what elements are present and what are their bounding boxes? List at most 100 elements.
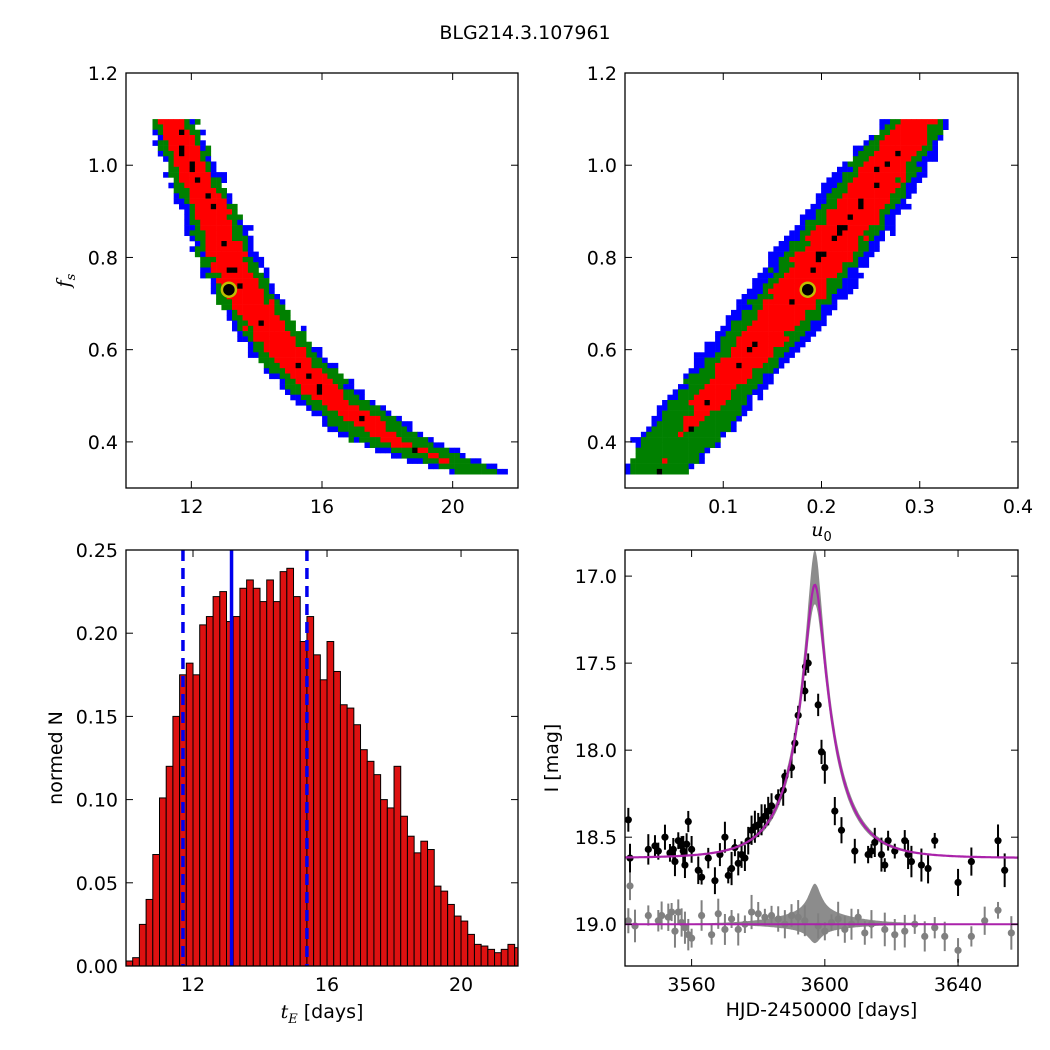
heatmap-cell [258, 320, 265, 327]
heatmap-cell [874, 230, 880, 236]
heatmap-cell [746, 400, 753, 406]
heatmap-cell [815, 325, 822, 332]
heatmap-cell [200, 198, 206, 205]
heatmap-cell [815, 288, 822, 295]
heatmap-cell [295, 394, 302, 401]
heatmap-cell [683, 458, 689, 464]
heatmap-cell [667, 421, 673, 427]
heatmap-cell [226, 246, 233, 252]
heatmap-cell [184, 230, 190, 236]
heatmap-cell [842, 246, 848, 252]
heatmap-cell [916, 177, 923, 183]
heatmap-cell [216, 262, 222, 268]
heatmap-cell [704, 362, 711, 369]
heatmap-cell [805, 251, 811, 258]
heatmap-cell [810, 235, 817, 242]
heatmap-cell [799, 299, 806, 305]
heatmap-cell [232, 235, 238, 242]
heatmap-cell [852, 161, 859, 168]
heatmap-cell [247, 304, 254, 311]
heatmap-cell [343, 378, 349, 385]
heatmap-cell [338, 373, 344, 380]
heatmap-cell [316, 410, 323, 417]
best-fit-marker [220, 281, 238, 298]
heatmap-cell [348, 437, 355, 443]
heatmap-cell [715, 368, 721, 374]
heatmap-cell [810, 203, 817, 210]
heatmap-cell [704, 405, 711, 411]
heatmap-cell [683, 410, 689, 417]
heatmap-cell [391, 437, 397, 443]
heatmap-cell [762, 373, 769, 380]
heatmap-cell [364, 426, 371, 433]
y-tick-label: 0.00 [76, 956, 118, 978]
residual-point [794, 913, 802, 921]
data-point [967, 857, 975, 866]
heatmap-cell [242, 230, 249, 236]
heatmap-cell [826, 203, 832, 210]
heatmap-cell [353, 437, 360, 443]
data-point [711, 877, 719, 885]
heatmap-cell [359, 431, 365, 438]
heatmap-cell [746, 352, 753, 358]
heatmap-cell [868, 161, 875, 168]
heatmap-cell [826, 214, 832, 221]
heatmap-cell [247, 315, 254, 321]
heatmap-cell [831, 283, 838, 289]
heatmap-cell [369, 442, 376, 448]
heatmap-cell [815, 209, 822, 215]
heatmap-cell [327, 373, 333, 380]
heatmap-cell [221, 246, 227, 252]
heatmap-cell [168, 140, 174, 146]
heatmap-cell [322, 415, 328, 422]
heatmap-cell [736, 331, 742, 337]
heatmap-cell [295, 352, 302, 358]
heatmap-cell [778, 320, 785, 327]
heatmap-cell [449, 447, 455, 454]
heatmap-cell [247, 325, 254, 332]
heatmap-cell [879, 140, 885, 146]
heatmap-cell [332, 421, 339, 427]
heatmap-cell [242, 235, 249, 242]
heatmap-cell [874, 209, 880, 215]
heatmap-cell [847, 203, 854, 210]
heatmap-cell [226, 315, 233, 321]
data-point [907, 857, 916, 866]
heatmap-cell [216, 177, 222, 183]
heatmap-cell [221, 225, 227, 231]
heatmap-cell [205, 235, 212, 242]
heatmap-cell [847, 267, 854, 274]
heatmap-cell [741, 405, 748, 411]
heatmap-cell [852, 262, 859, 268]
heatmap-cell [916, 161, 923, 168]
heatmap-cell [184, 172, 190, 178]
heatmap-cell [247, 352, 254, 358]
heatmap-cell [200, 209, 206, 215]
heatmap-cell [322, 378, 328, 385]
heatmap-cell [837, 225, 843, 231]
heatmap-cell [852, 267, 859, 274]
heatmap-cell [232, 203, 238, 210]
data-point [724, 871, 732, 880]
heatmap-cell [237, 278, 243, 284]
heatmap-cell [179, 172, 185, 178]
heatmap-cell [646, 426, 652, 433]
heatmap-cell [741, 309, 748, 316]
heatmap-cell [757, 309, 764, 316]
heatmap-cell [789, 336, 795, 342]
heatmap-cell [194, 140, 201, 146]
heatmap-cell [688, 458, 695, 464]
heatmap-cell [688, 442, 695, 448]
heatmap-cell [943, 119, 949, 125]
heatmap-cell [662, 400, 668, 406]
heatmap-cell [353, 394, 360, 401]
heatmap-cell [263, 294, 270, 300]
heatmap-cell [274, 368, 280, 374]
heatmap-cell [810, 278, 817, 284]
heatmap-cell [911, 188, 917, 194]
heatmap-cell [778, 315, 785, 321]
heatmap-cell [757, 389, 764, 395]
residual-point [674, 908, 682, 916]
heatmap-cell [210, 251, 217, 258]
heatmap-cell [757, 384, 764, 390]
